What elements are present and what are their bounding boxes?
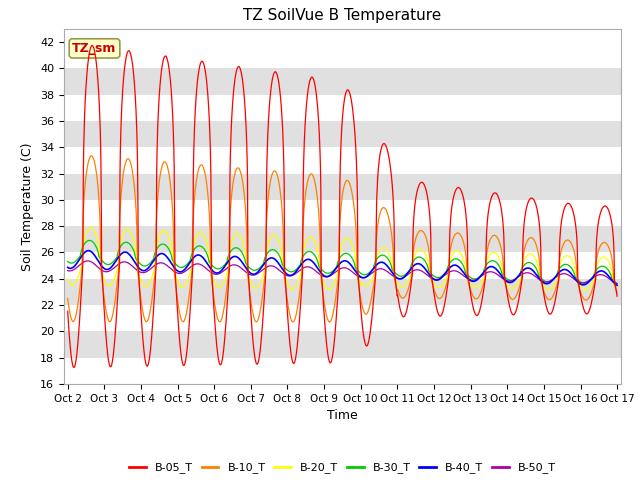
Bar [64,121,621,147]
X-axis label: Time: Time [327,409,358,422]
Bar [64,331,621,358]
Title: TZ SoilVue B Temperature: TZ SoilVue B Temperature [243,9,442,24]
Text: TZ_sm: TZ_sm [72,42,116,55]
Bar [64,358,621,384]
Y-axis label: Soil Temperature (C): Soil Temperature (C) [22,142,35,271]
Bar [64,305,621,331]
Bar [64,42,621,68]
Bar [64,68,621,95]
Legend: B-05_T, B-10_T, B-20_T, B-30_T, B-40_T, B-50_T: B-05_T, B-10_T, B-20_T, B-30_T, B-40_T, … [125,458,560,478]
Bar [64,226,621,252]
Bar [64,200,621,226]
Bar [64,173,621,200]
Bar [64,252,621,279]
Bar [64,279,621,305]
Bar [64,95,621,121]
Bar [64,147,621,173]
